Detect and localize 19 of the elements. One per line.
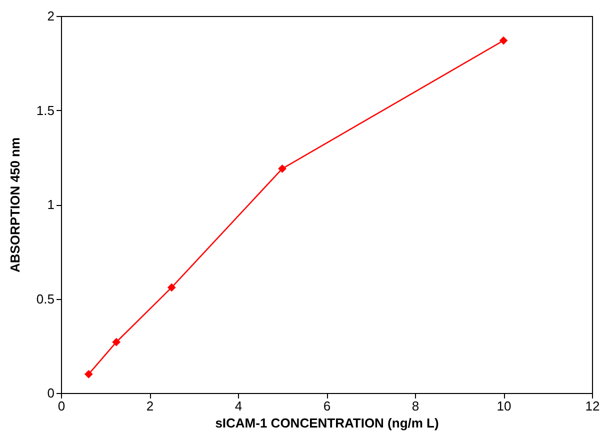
y-tick-label: 1.5 [36, 102, 54, 118]
y-tick-label: 0.5 [36, 291, 54, 306]
x-axis-title: sICAM-1 CONCENTRATION (ng/m L) [215, 416, 439, 430]
x-tick-label: 4 [234, 398, 242, 414]
x-tick-label: 0 [58, 398, 66, 414]
point [499, 36, 508, 45]
point [278, 164, 286, 173]
x-tick-label: 10 [496, 398, 512, 414]
point [84, 370, 93, 378]
x-tick-label: 12 [585, 398, 600, 414]
y-tick-label: 0 [47, 386, 54, 400]
point [112, 338, 120, 346]
y-tick-label: 2 [47, 8, 54, 24]
x-tick-label: 2 [146, 398, 154, 414]
y-tick-label: 1 [47, 197, 54, 212]
point [167, 283, 176, 292]
x-tick-label: 8 [412, 398, 420, 414]
y-axis-title: ABSORPTION 450 nm [7, 137, 22, 273]
x-tick-label: 6 [323, 398, 331, 414]
